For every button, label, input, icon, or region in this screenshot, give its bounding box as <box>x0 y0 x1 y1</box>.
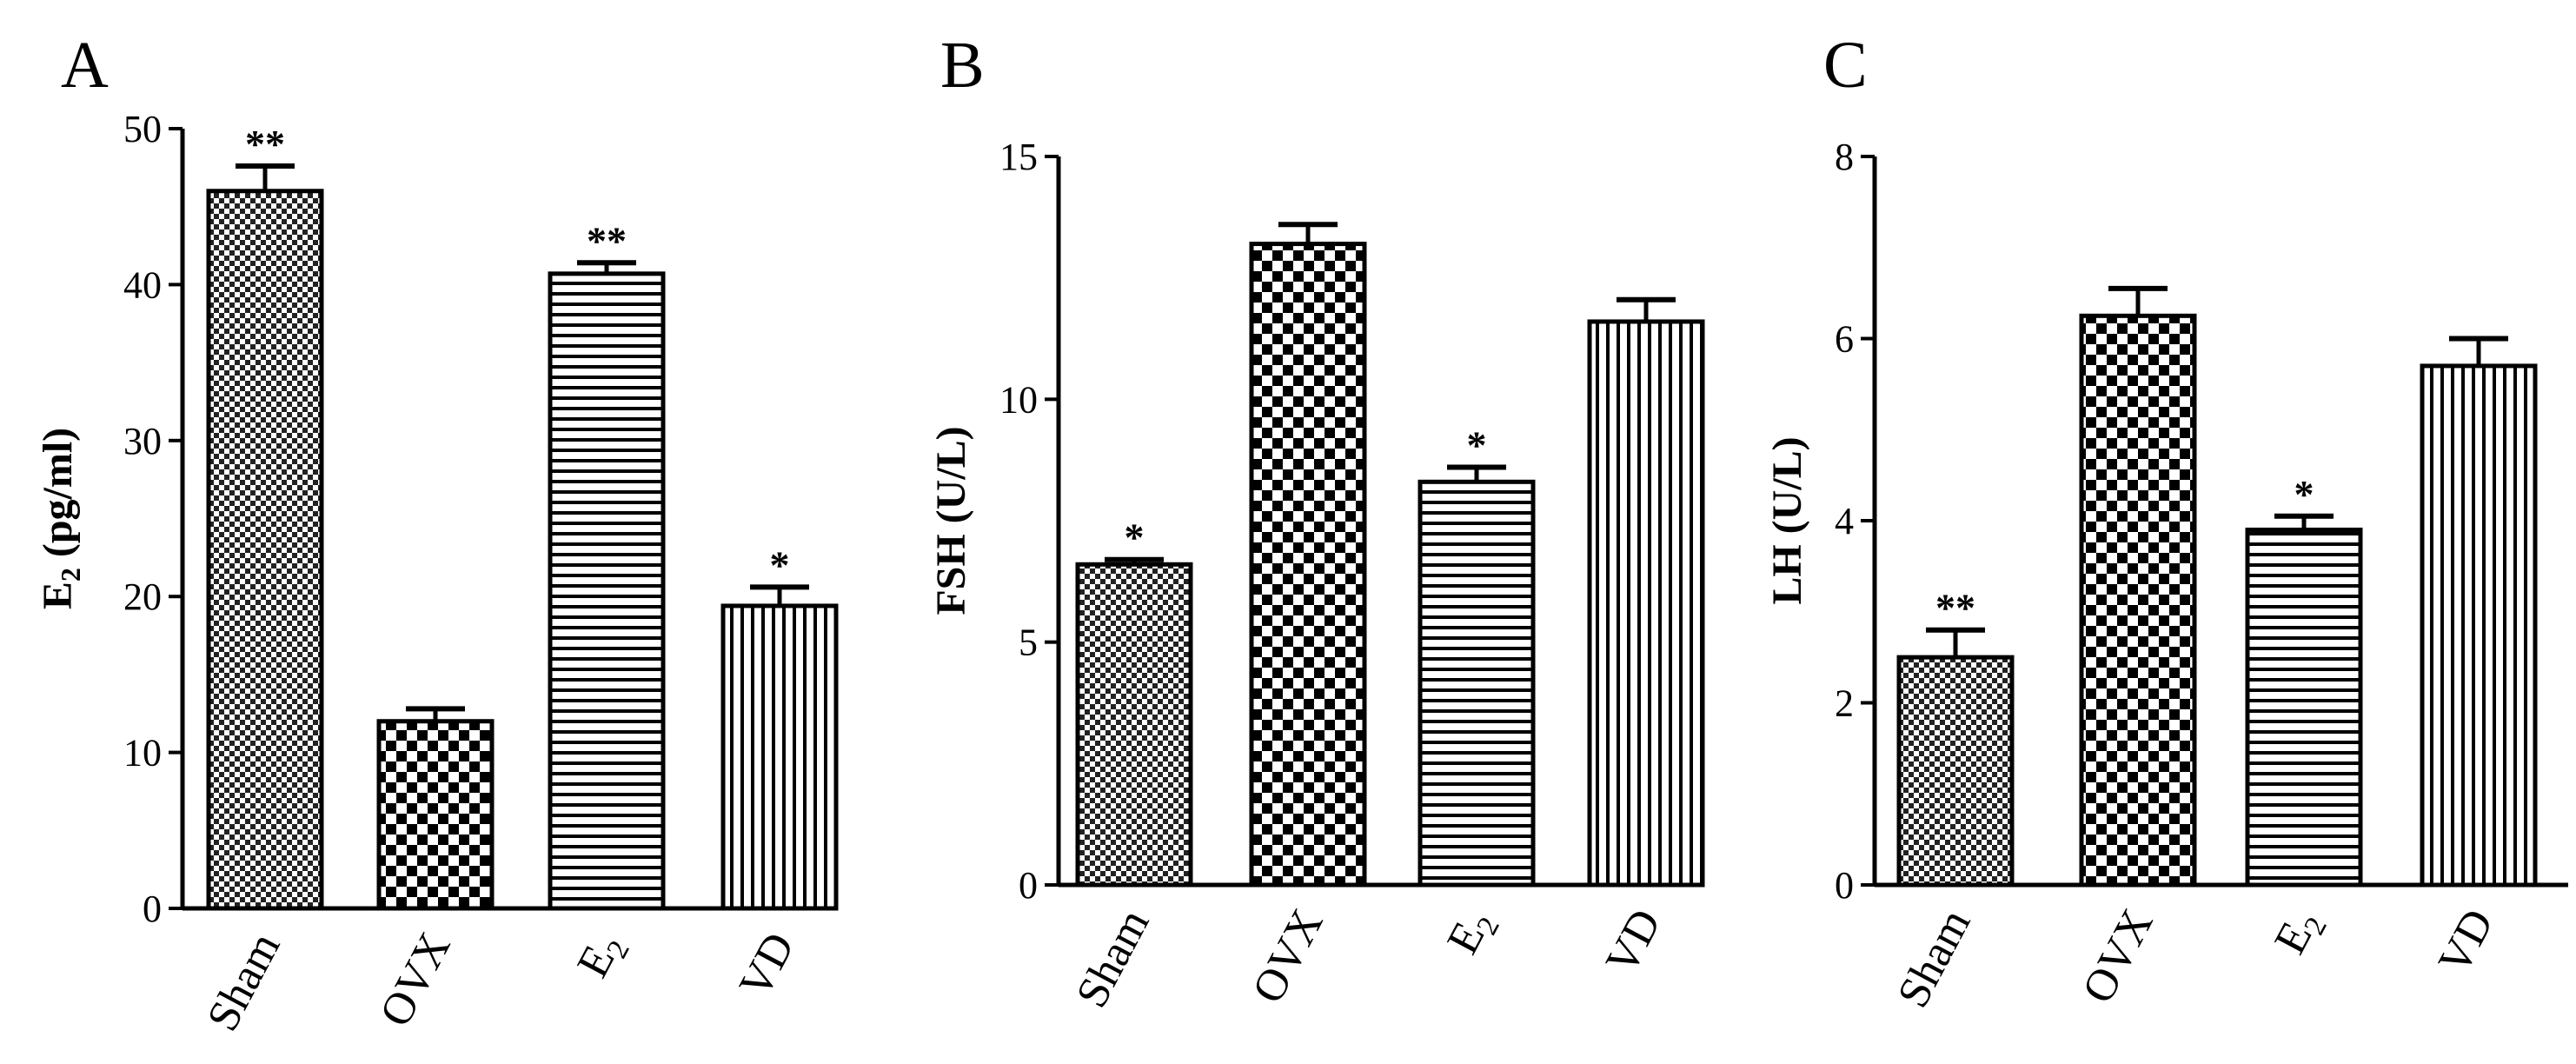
significance-marker: * <box>2294 472 2314 516</box>
bar-sham <box>1075 562 1193 888</box>
y-tick-label: 4 <box>1835 500 1854 542</box>
category-label: Sham <box>198 925 290 1039</box>
significance-marker: * <box>770 542 790 587</box>
bar-vd <box>2420 363 2538 888</box>
y-tick-label: 2 <box>1835 682 1854 725</box>
significance-marker: * <box>1125 515 1145 560</box>
category-label: VD <box>2429 901 2504 982</box>
category-label: E2 <box>2265 901 2334 965</box>
panel-c: C 0 2 4 6 8 LH (U/L) ** Sham OVX * E2 VD <box>1764 29 2568 1015</box>
y-tick-label: 10 <box>999 378 1038 421</box>
panel-b: B 0 5 10 15 FSH (U/L) * Sham OVX * E2 VD <box>928 29 1705 1015</box>
category-label: OVX <box>1243 901 1332 1011</box>
y-axis-label: LH (U/L) <box>1764 436 1810 604</box>
y-tick-label: 10 <box>123 732 162 775</box>
category-label: VD <box>1597 901 1671 982</box>
category-label: E2 <box>1437 901 1506 965</box>
y-tick-label: 50 <box>123 108 162 150</box>
y-tick-label: 0 <box>1835 864 1854 907</box>
bar-sham <box>206 189 324 911</box>
y-tick-label: 0 <box>143 888 162 930</box>
y-axis-label: FSH (U/L) <box>928 426 974 615</box>
y-tick-label: 5 <box>1019 622 1038 664</box>
bar-vd <box>720 603 839 911</box>
bar-sham <box>1896 655 2015 888</box>
y-tick-label: 0 <box>1019 864 1038 907</box>
panel-letter: B <box>940 29 985 102</box>
bar-e2 <box>1417 479 1536 888</box>
significance-marker: ** <box>1935 586 1975 630</box>
bar-e2 <box>2245 527 2363 888</box>
bar-ovx <box>2079 313 2197 888</box>
y-tick-label: 6 <box>1835 318 1854 361</box>
significance-marker: ** <box>245 122 285 166</box>
y-tick-label: 30 <box>123 420 162 462</box>
y-axis-label: E2 (pg/ml) <box>35 428 86 609</box>
panel-letter: C <box>1823 29 1868 102</box>
category-label: Sham <box>1067 901 1159 1015</box>
category-label: Sham <box>1889 901 1981 1015</box>
y-tick-label: 15 <box>999 136 1038 178</box>
bar-ovx <box>376 719 495 911</box>
category-label: OVX <box>2073 901 2162 1011</box>
bar-e2 <box>548 271 666 911</box>
category-label: E2 <box>568 925 636 988</box>
category-label: VD <box>730 925 805 1006</box>
significance-marker: * <box>1467 423 1487 468</box>
bar-vd <box>1587 319 1705 888</box>
y-tick-label: 40 <box>123 263 162 306</box>
y-tick-label: 20 <box>123 575 162 618</box>
bar-ovx <box>1249 242 1367 888</box>
panel-letter: A <box>61 29 109 102</box>
significance-marker: ** <box>587 218 627 263</box>
y-tick-label: 8 <box>1835 136 1854 178</box>
category-label: OVX <box>370 925 460 1034</box>
panel-a: A 0 10 20 30 40 50 E2 (pg/ml) ** Sham OVX ** E2 * VD <box>35 29 839 1039</box>
